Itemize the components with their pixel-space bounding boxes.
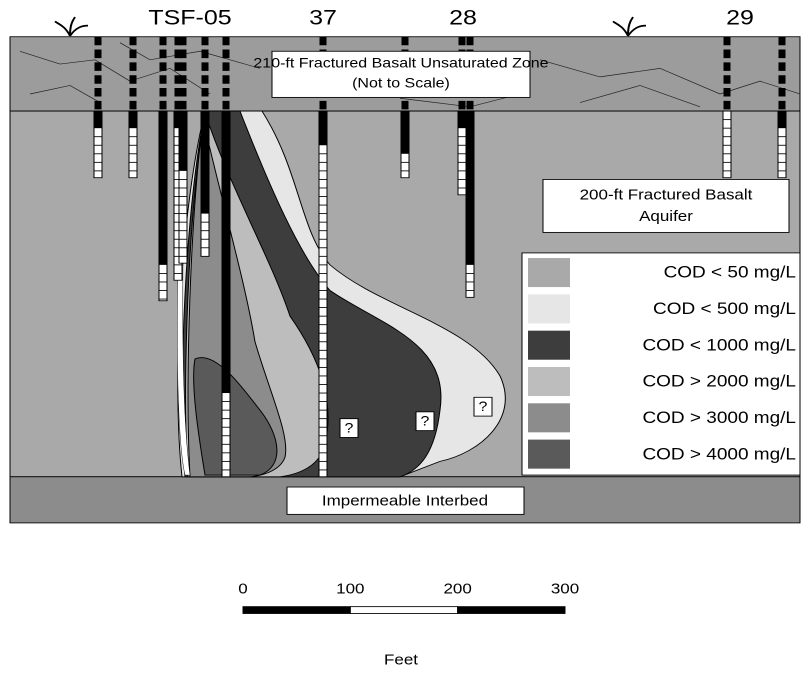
well-solid	[319, 111, 327, 146]
legend-swatch	[528, 403, 570, 433]
unsaturated-label: (Not to Scale)	[352, 76, 450, 91]
legend-label: COD > 4000 mg/L	[642, 445, 796, 463]
well-solid	[401, 111, 409, 154]
legend-label: COD < 500 mg/L	[653, 299, 796, 317]
question-box	[415, 411, 435, 432]
interbed-label-box	[286, 486, 525, 515]
scale-segment	[457, 606, 566, 614]
legend-swatch	[528, 366, 570, 397]
scale-bar: 0 100 200 300	[238, 581, 580, 614]
well-label: 37	[309, 5, 337, 29]
question-mark: ?	[421, 415, 430, 430]
scale-unit: Feet	[384, 652, 419, 668]
scale-label: 0	[238, 581, 248, 597]
question-mark: ?	[345, 422, 354, 437]
aquifer-label-box	[542, 179, 790, 233]
scale-segment	[349, 606, 459, 614]
legend-label: COD > 3000 mg/L	[642, 408, 796, 426]
well-solid	[179, 111, 187, 171]
aquifer-label: Aquifer	[639, 209, 693, 225]
legend-items: COD < 50 mg/L COD < 500 mg/L COD < 1000 mg…	[528, 258, 796, 469]
well-solid	[466, 111, 474, 265]
interbed-label: Impermeable Interbed	[322, 493, 488, 509]
scale-segment	[242, 606, 351, 614]
well-label: 29	[726, 5, 754, 29]
well-solid	[129, 111, 137, 129]
legend-label: COD < 50 mg/L	[664, 263, 797, 281]
well-screen	[318, 110, 328, 478]
scale-label: 200	[443, 581, 472, 597]
legend-label: COD > 2000 mg/L	[642, 372, 796, 390]
plume-edge	[177, 256, 191, 476]
well-solid	[159, 111, 167, 265]
well-solid	[94, 111, 102, 129]
well-solid	[222, 111, 230, 394]
legend-swatch	[528, 439, 570, 469]
legend	[521, 252, 801, 476]
question-box	[473, 396, 493, 417]
legend-swatch	[528, 330, 570, 360]
well-label: TSF-05	[148, 5, 231, 29]
well-label: 28	[449, 5, 477, 29]
question-box	[339, 418, 359, 438]
question-mark: ?	[479, 400, 488, 415]
plume-4000	[193, 357, 278, 476]
scale-label: 300	[551, 581, 580, 597]
well-solid	[778, 111, 786, 129]
aquifer-label: 200-ft Fractured Basalt	[580, 188, 753, 204]
well-solid	[458, 111, 466, 129]
well-solid	[201, 111, 209, 214]
legend-swatch	[528, 258, 570, 288]
legend-swatch	[528, 294, 570, 324]
legend-label: COD < 1000 mg/L	[642, 336, 796, 354]
well-solid	[174, 111, 182, 129]
unsaturated-label: 210-ft Fractured Basalt Unsaturated Zone	[253, 57, 548, 72]
wells	[93, 36, 787, 478]
vegetation	[54, 16, 647, 37]
unsaturated-label-box	[271, 50, 531, 98]
scale-label: 100	[336, 581, 365, 597]
well-screen	[722, 110, 732, 179]
